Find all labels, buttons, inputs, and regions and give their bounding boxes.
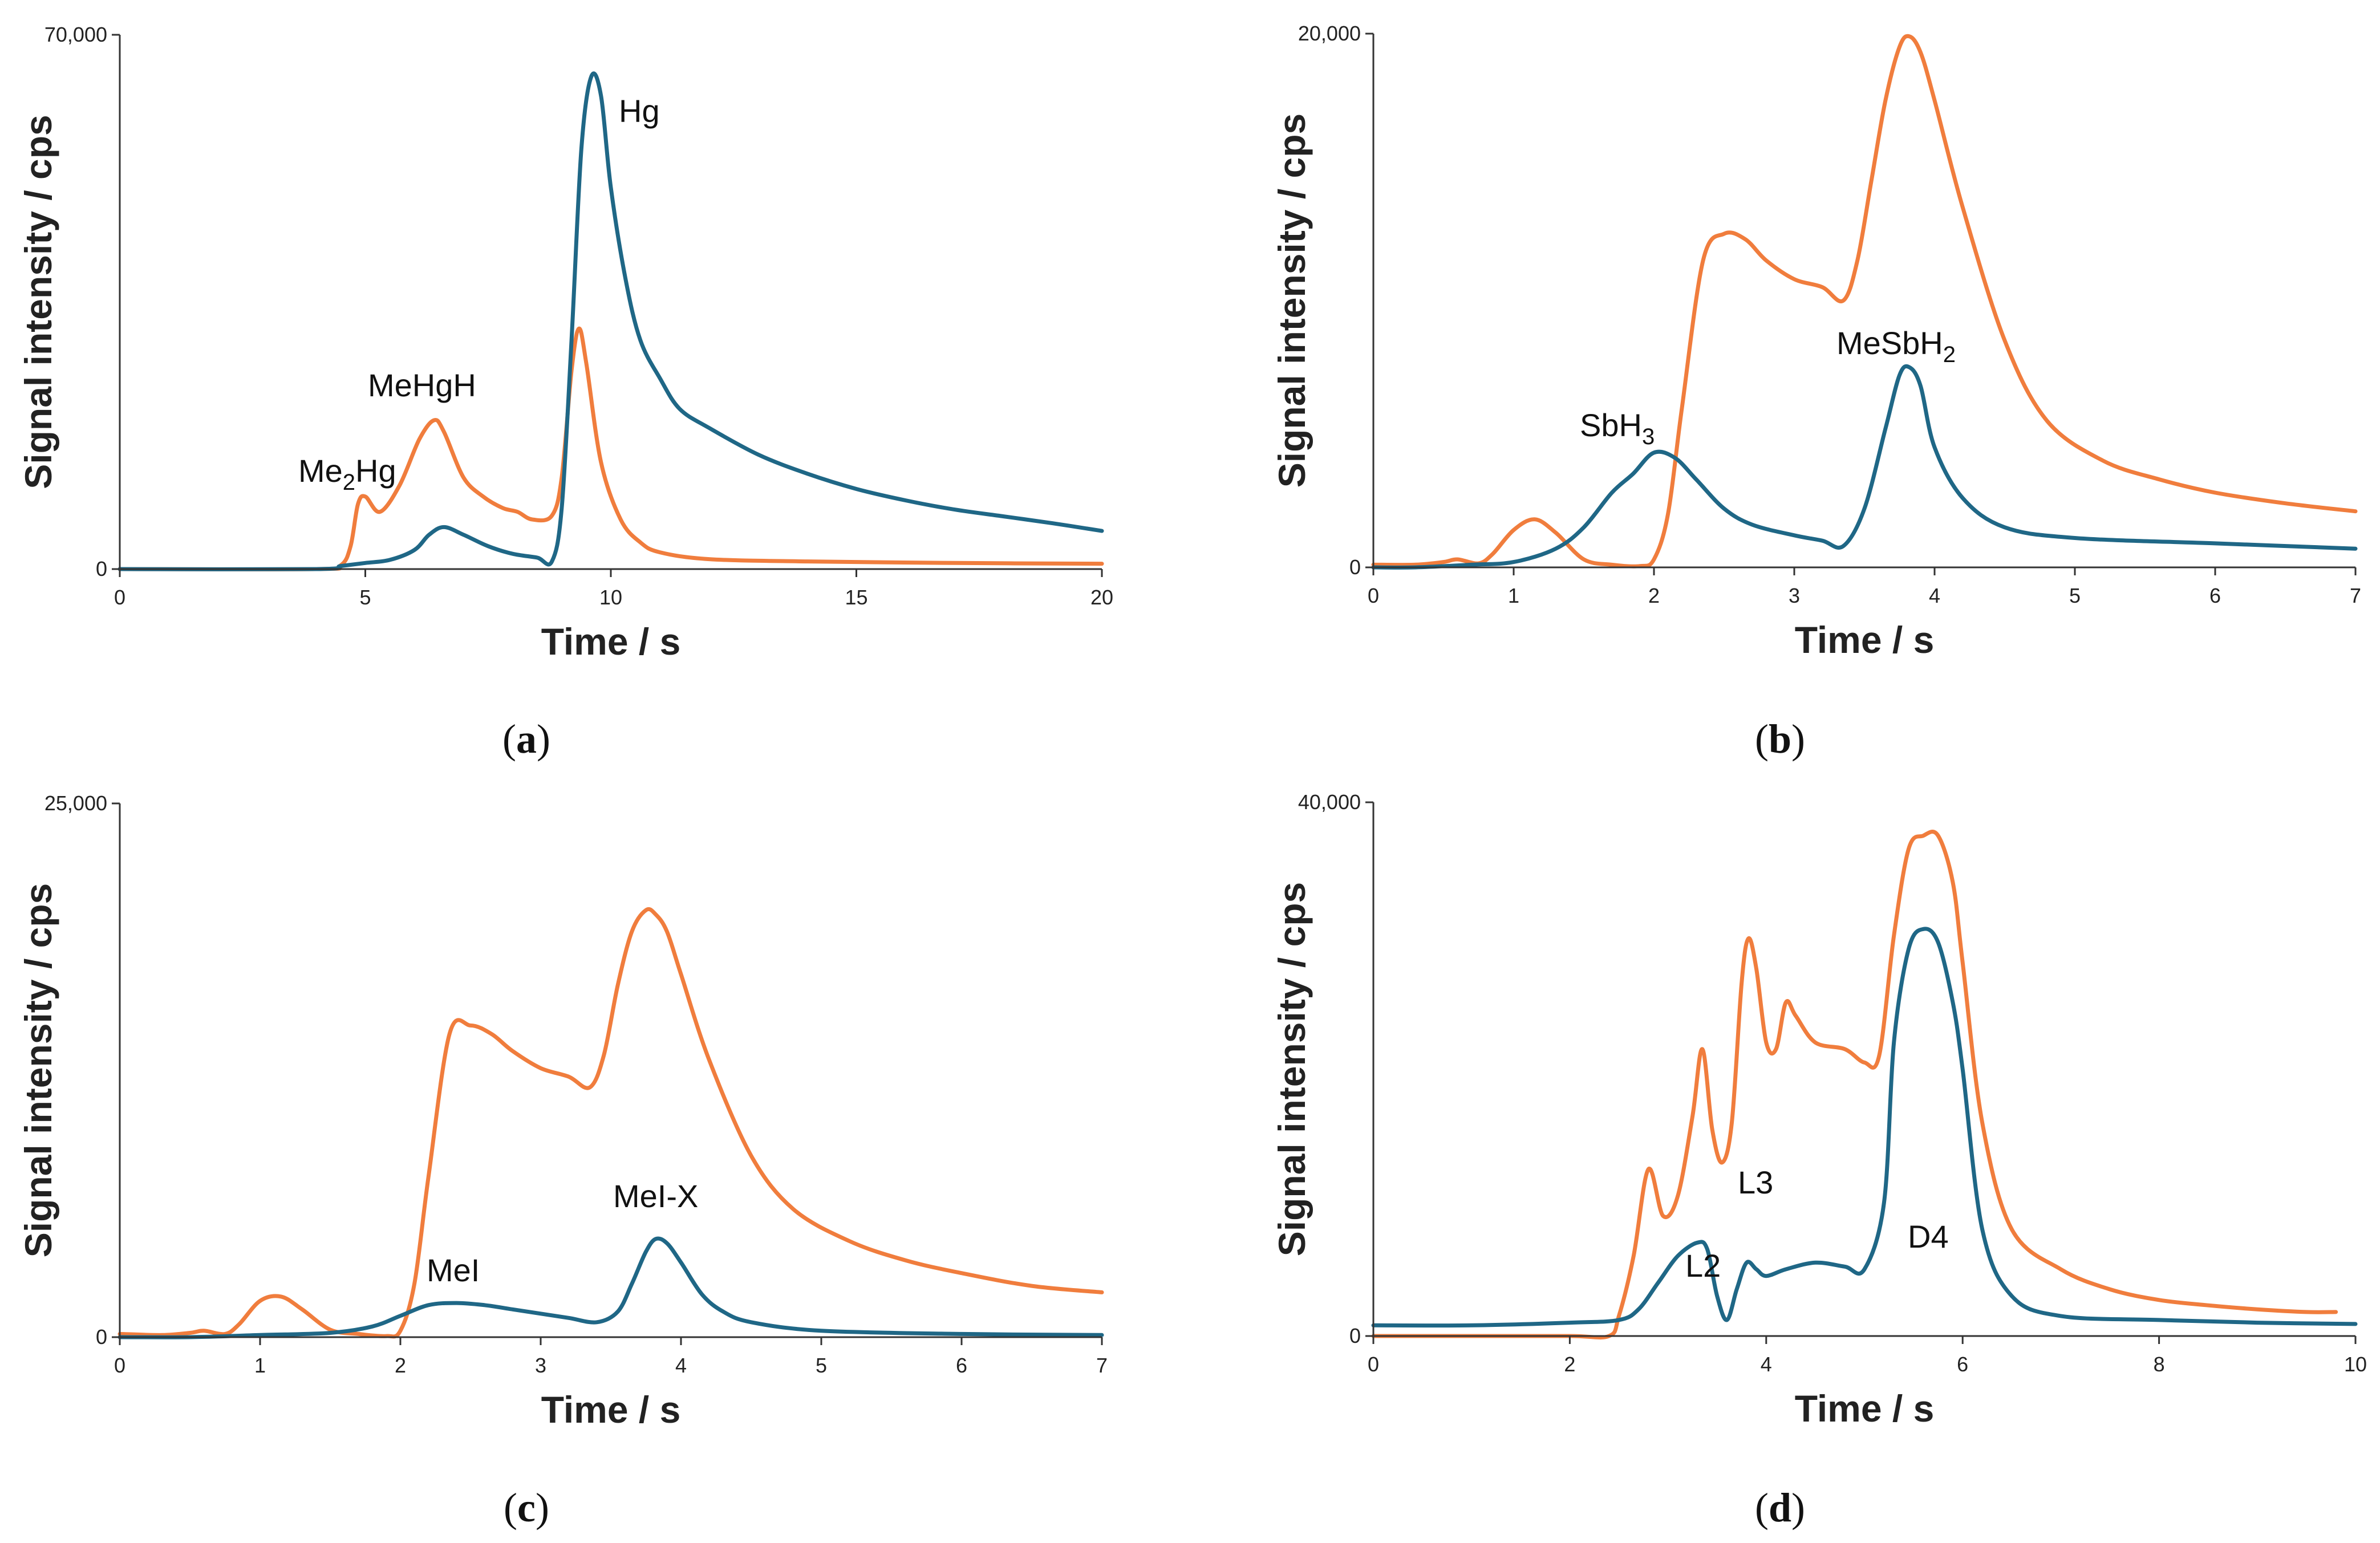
panel-d: 0 2 4 6 8 10 0 40,000 Time / s Signal intensity /…	[1271, 790, 2367, 1530]
x-tick-label: 6	[1957, 1353, 1968, 1376]
series-line-blue	[1371, 364, 2358, 570]
series-line-orange	[1371, 829, 2338, 1340]
y-tick-label: 20,000	[1298, 22, 1361, 45]
x-tick-label: 7	[2350, 584, 2361, 607]
panel-caption: (b)	[1755, 716, 1805, 762]
y-tick-label: 0	[1349, 1324, 1361, 1347]
x-tick-label: 2	[1648, 584, 1660, 607]
x-tick-label: 4	[1761, 1353, 1772, 1376]
panel-caption: (d)	[1755, 1485, 1805, 1530]
x-tick-label: 2	[1564, 1353, 1575, 1376]
peak-annotation: Me2Hg	[298, 453, 396, 495]
y-tick-label: 70,000	[44, 23, 107, 46]
x-tick-label: 3	[535, 1354, 546, 1377]
x-tick-label: 7	[1096, 1354, 1108, 1377]
x-tick-label: 4	[675, 1354, 687, 1377]
x-tick-label: 8	[2154, 1353, 2165, 1376]
x-tick-label: 0	[1368, 1353, 1379, 1376]
x-tick-label: 5	[2069, 584, 2081, 607]
x-axis-label: Time / s	[1795, 1387, 1935, 1430]
x-axis-label: Time / s	[1795, 619, 1935, 661]
x-tick-label: 5	[816, 1354, 827, 1377]
peak-annotation: MeHgH	[368, 367, 476, 403]
x-tick-label: 1	[1508, 584, 1519, 607]
y-axis-label: Signal intensity / cps	[17, 115, 59, 489]
series-line-blue	[117, 1236, 1104, 1339]
y-tick-label: 0	[1349, 555, 1361, 579]
peak-annotation: SbH3	[1580, 407, 1655, 449]
peak-annotation: Hg	[619, 93, 660, 129]
panel-caption: (c)	[504, 1485, 549, 1530]
x-tick-label: 6	[956, 1354, 967, 1377]
y-axis-label: Signal intensity / cps	[1271, 113, 1313, 488]
x-tick-label: 20	[1090, 586, 1113, 609]
x-tick-label: 15	[845, 586, 867, 609]
x-tick-label: 2	[395, 1354, 406, 1377]
panel-caption: (a)	[502, 716, 550, 762]
y-tick-label: 0	[96, 1325, 107, 1349]
y-tick-label: 40,000	[1298, 790, 1361, 814]
peak-annotation: MeSbH2	[1836, 325, 1956, 367]
peak-annotation: MeI-X	[613, 1178, 698, 1214]
x-tick-label: 10	[599, 586, 622, 609]
series-line-orange	[1371, 34, 2358, 569]
x-tick-label: 1	[254, 1354, 266, 1377]
x-tick-label: 0	[1368, 584, 1379, 607]
panel-c: 0 1 2 3 4 5 6 7 0 25,000 Time / s Signal intensity …	[17, 791, 1108, 1530]
y-tick-label: 0	[96, 557, 107, 580]
series-line-orange	[117, 907, 1104, 1339]
x-tick-label: 4	[1929, 584, 1940, 607]
x-tick-label: 6	[2209, 584, 2221, 607]
series-line-blue	[117, 71, 1104, 571]
series-line-orange	[117, 326, 1104, 571]
panel-a: 0 5 10 15 20 0 70,000 Time / s Signal intensity …	[17, 23, 1113, 762]
series-line-blue	[1371, 927, 2358, 1328]
peak-annotation: D4	[1908, 1219, 1949, 1254]
peak-annotation: L2	[1685, 1248, 1721, 1284]
x-tick-label: 5	[359, 586, 371, 609]
peak-annotation: L3	[1738, 1164, 1773, 1200]
x-axis-label: Time / s	[541, 1388, 681, 1431]
x-tick-label: 0	[114, 586, 125, 609]
y-axis-label: Signal intensity / cps	[17, 883, 59, 1258]
y-tick-label: 25,000	[44, 791, 107, 815]
x-tick-label: 10	[2344, 1353, 2367, 1376]
y-axis-label: Signal intensity / cps	[1271, 882, 1313, 1257]
x-tick-label: 0	[114, 1354, 125, 1377]
peak-annotation: MeI	[427, 1252, 480, 1288]
x-axis-label: Time / s	[541, 620, 681, 663]
x-tick-label: 3	[1789, 584, 1800, 607]
panel-b: 0 1 2 3 4 5 6 7 0 20,000 Time / s Signal intensity …	[1271, 22, 2361, 762]
